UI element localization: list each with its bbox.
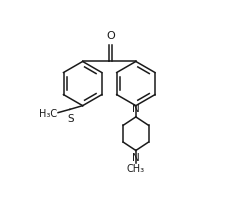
Text: N: N bbox=[132, 153, 140, 163]
Text: H₃C: H₃C bbox=[39, 109, 57, 119]
Text: CH₃: CH₃ bbox=[127, 164, 145, 174]
Text: O: O bbox=[106, 31, 115, 41]
Text: S: S bbox=[67, 114, 74, 124]
Text: N: N bbox=[132, 104, 140, 114]
